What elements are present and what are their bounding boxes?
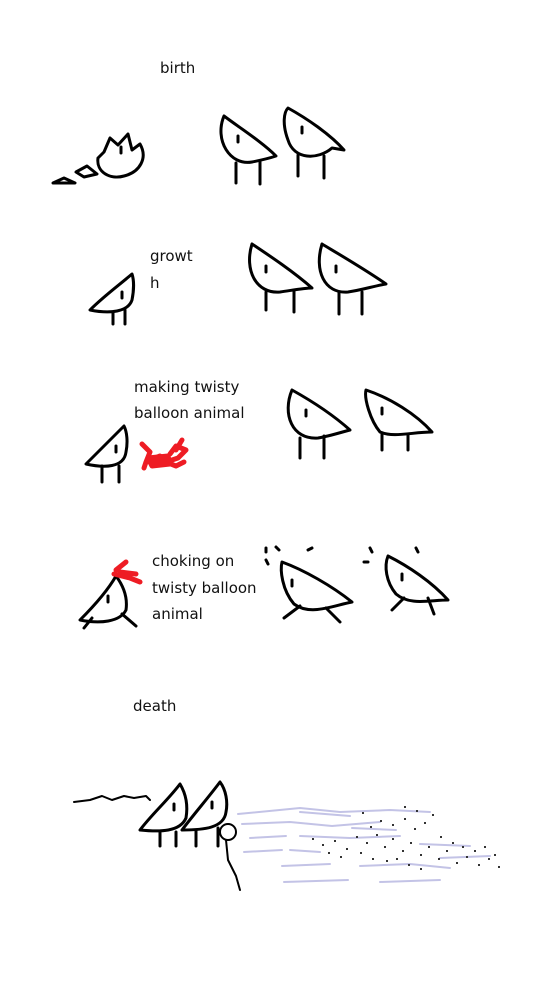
eggshell-fragment xyxy=(51,176,77,185)
parent-bird xyxy=(282,106,346,180)
caption-death: death xyxy=(133,697,177,715)
panel-choking xyxy=(78,545,450,630)
hatching-egg xyxy=(96,132,145,179)
caption-choking-line2: twisty balloon xyxy=(152,579,257,597)
balloon-in-throat xyxy=(111,559,143,585)
young-bird xyxy=(84,424,129,484)
balloon-animal xyxy=(139,437,189,471)
parent-bird xyxy=(364,388,434,452)
mourning-bird xyxy=(180,780,229,848)
caption-growth-line1: growt xyxy=(150,247,193,265)
choking-bird xyxy=(78,574,138,630)
caption-choking-line1: choking on xyxy=(152,552,235,570)
shoreline xyxy=(73,795,151,803)
caption-making-line1: making twisty xyxy=(134,378,240,396)
mourning-bird xyxy=(138,782,189,848)
panel-birth xyxy=(51,106,346,186)
caption-birth: birth xyxy=(160,59,196,77)
young-bird xyxy=(88,272,135,326)
caption-growth-line2: h xyxy=(150,274,160,292)
water xyxy=(237,806,491,883)
caption-choking-line3: animal xyxy=(152,605,203,623)
parent-bird xyxy=(317,242,388,316)
parent-bird xyxy=(286,388,352,460)
caption-making-line2: balloon animal xyxy=(134,404,245,422)
parent-bird xyxy=(248,242,314,314)
panel-growth xyxy=(88,242,388,326)
panel-death xyxy=(73,780,500,891)
eggshell-fragment xyxy=(74,164,99,179)
parent-bird xyxy=(219,114,278,186)
panel-making xyxy=(84,388,434,484)
shocked-parent-bird xyxy=(264,545,354,624)
fallen-bird xyxy=(219,823,241,891)
shocked-parent-bird xyxy=(362,546,450,616)
water-speckle xyxy=(312,806,500,870)
